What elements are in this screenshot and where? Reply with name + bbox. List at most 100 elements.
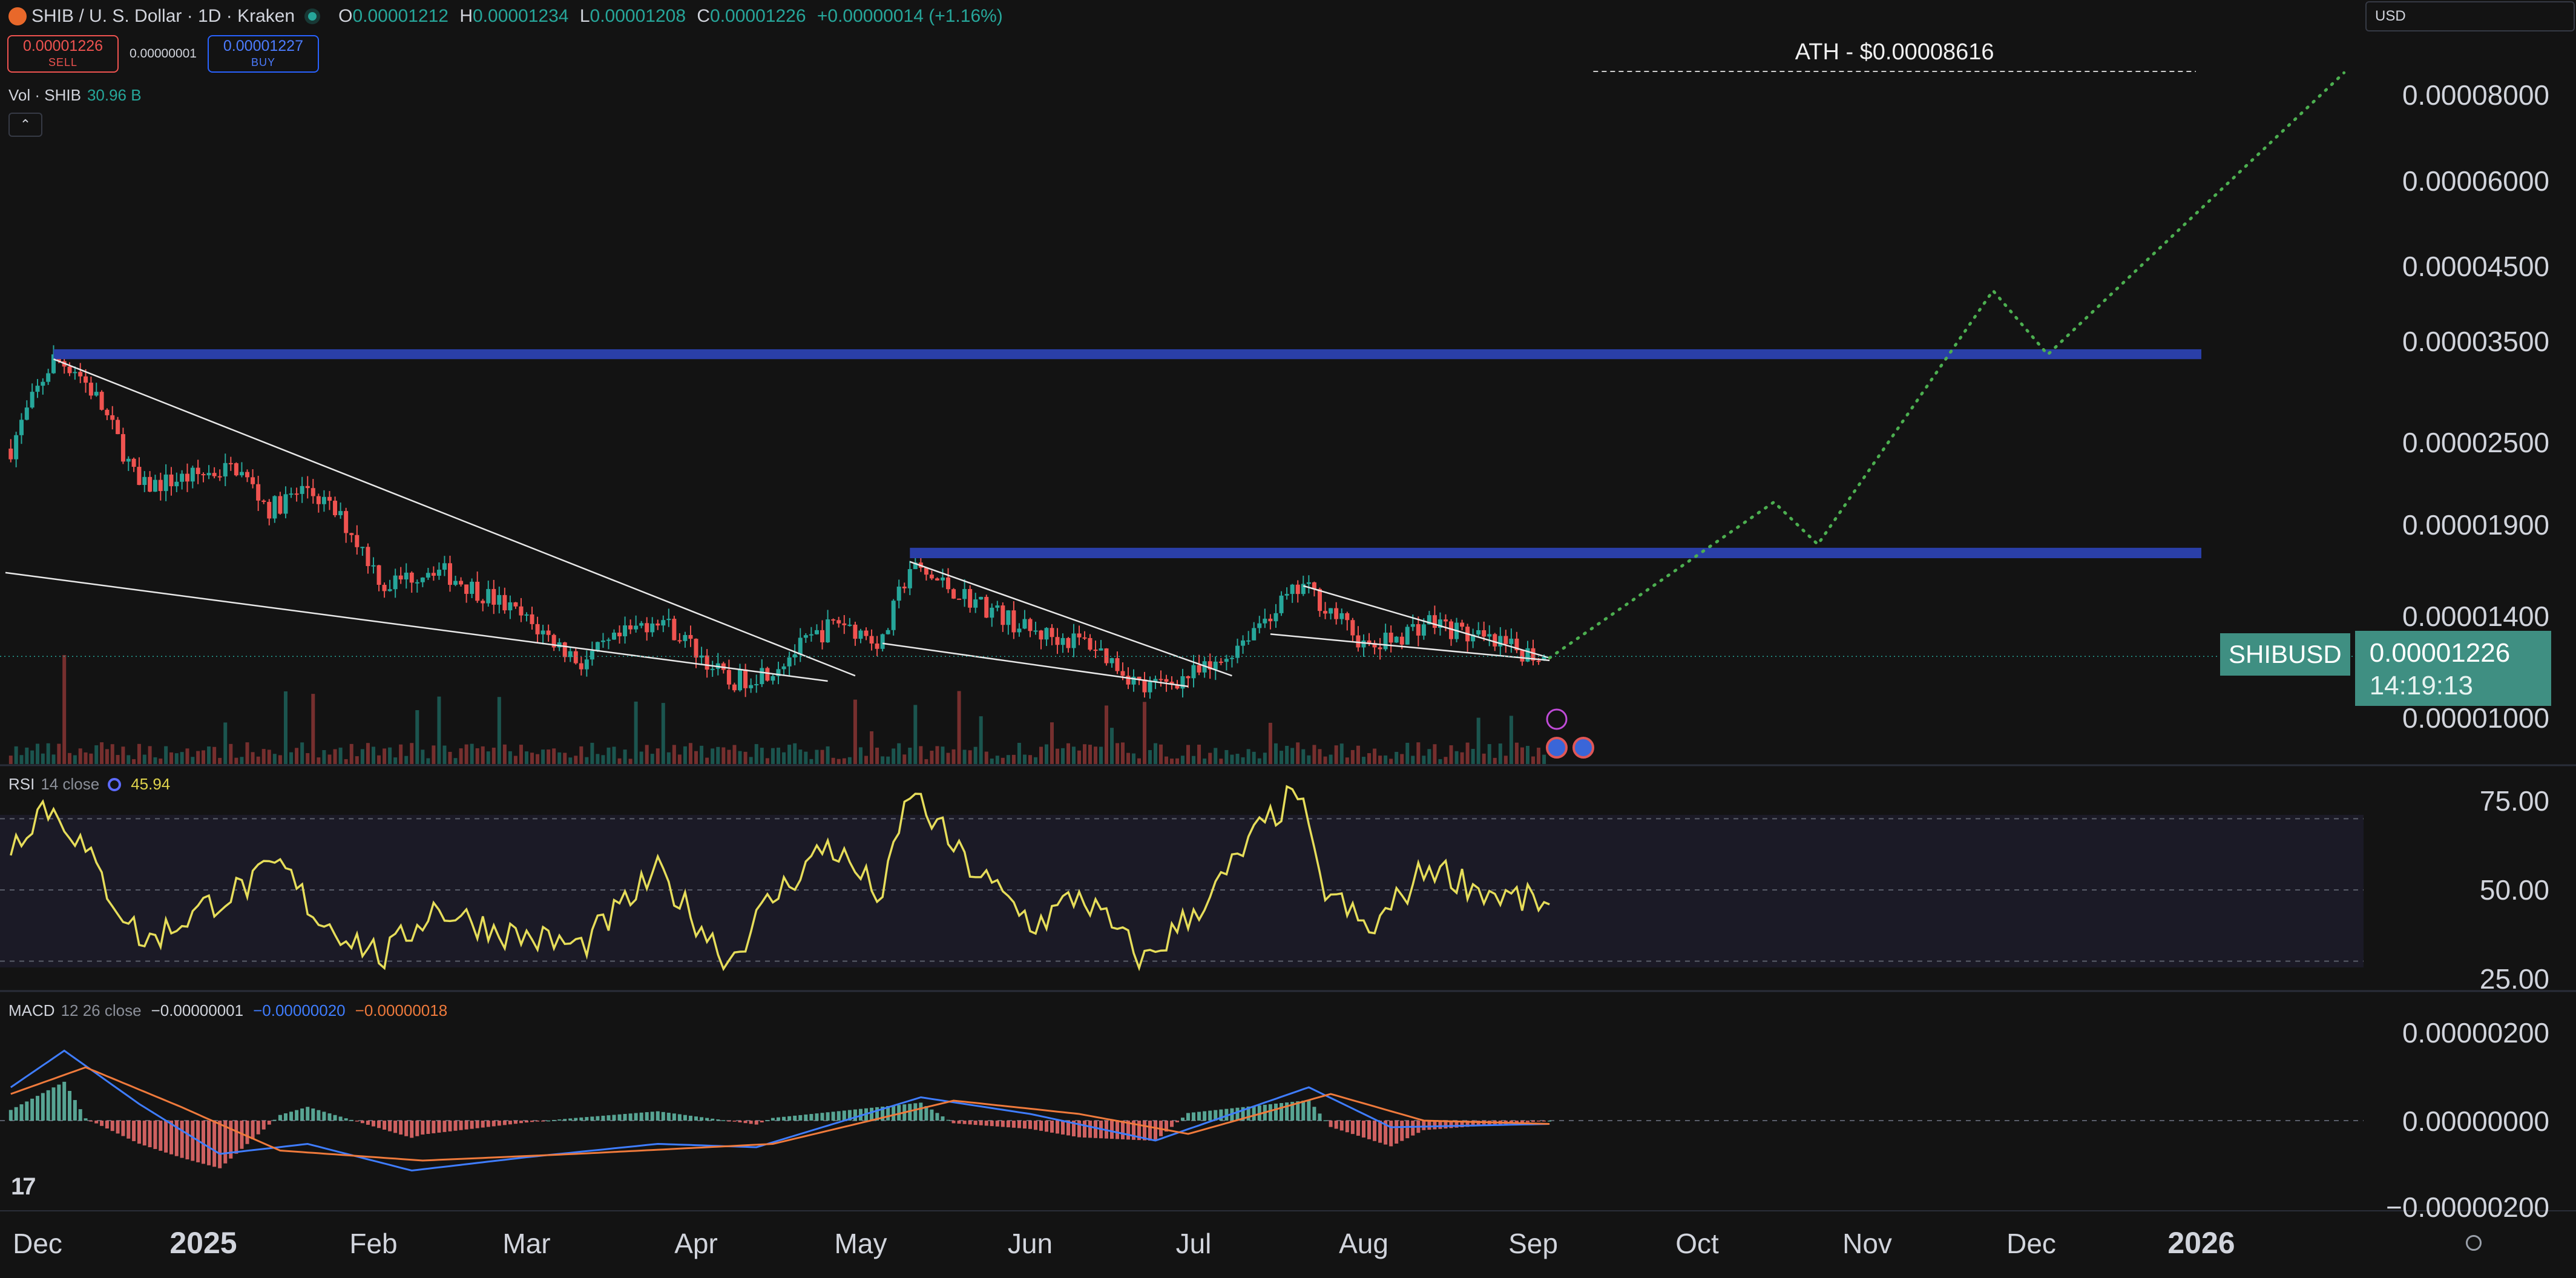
candle-body bbox=[382, 585, 387, 591]
volume-bar bbox=[864, 756, 869, 764]
macd-hist-bar bbox=[1252, 1105, 1256, 1121]
collapse-legend-button[interactable]: ⌃ bbox=[8, 113, 42, 137]
macd-hist-bar bbox=[327, 1113, 332, 1121]
candle-body bbox=[694, 639, 698, 658]
buy-button[interactable]: 0.00001227 BUY bbox=[207, 35, 319, 73]
candle-body bbox=[1350, 620, 1355, 636]
candle-body bbox=[1169, 682, 1174, 685]
macd-hist-bar bbox=[793, 1115, 797, 1121]
candle-body bbox=[666, 619, 671, 621]
volume-bar bbox=[1017, 743, 1021, 764]
refresh-icon[interactable] bbox=[108, 778, 122, 791]
volume-bar bbox=[218, 757, 222, 764]
volume-bar bbox=[283, 691, 288, 764]
macd-hist-bar bbox=[1175, 1121, 1179, 1122]
macd-hist-bar bbox=[777, 1117, 780, 1121]
volume-bar bbox=[1011, 754, 1016, 764]
candle-body bbox=[1224, 659, 1229, 662]
volume-bar bbox=[491, 748, 496, 764]
symbol-title[interactable]: SHIB / U. S. Dollar · 1D · Kraken bbox=[31, 6, 295, 26]
macd-hist-bar bbox=[470, 1121, 474, 1129]
candle-body bbox=[765, 668, 770, 681]
volume-bar bbox=[831, 757, 835, 764]
macd-hist-bar bbox=[727, 1121, 731, 1122]
candle-body bbox=[853, 624, 858, 639]
volume-bar bbox=[240, 757, 244, 764]
volume-bar bbox=[410, 743, 414, 764]
macd-hist-bar bbox=[240, 1121, 244, 1149]
volume-legend[interactable]: Vol · SHIB 30.96 B bbox=[8, 86, 142, 105]
macd-hist-bar bbox=[272, 1119, 277, 1121]
candle-body bbox=[1241, 640, 1246, 646]
time-axis-label: Nov bbox=[1842, 1228, 1892, 1259]
candle-body bbox=[470, 581, 475, 594]
tradingview-logo[interactable]: 17 bbox=[11, 1173, 36, 1200]
macd-hist-bar bbox=[1197, 1112, 1201, 1121]
volume-bar bbox=[1323, 756, 1327, 764]
candle-body bbox=[1471, 634, 1476, 642]
candle-body bbox=[562, 642, 567, 657]
volume-bar bbox=[1362, 757, 1365, 764]
candle-body bbox=[864, 630, 869, 636]
candle-body bbox=[327, 496, 332, 501]
candle-body bbox=[19, 420, 24, 435]
candle-body bbox=[163, 474, 168, 492]
volume-bar bbox=[46, 743, 50, 764]
volume-bar bbox=[683, 746, 687, 764]
candle-body bbox=[110, 415, 115, 420]
macd-hist-bar bbox=[502, 1121, 507, 1125]
macd-hist-bar bbox=[672, 1113, 676, 1121]
candle-body bbox=[962, 588, 967, 599]
candle-body bbox=[1443, 619, 1448, 622]
rsi-value: 45.94 bbox=[131, 775, 171, 793]
rsi-legend[interactable]: RSI 14 close 45.94 bbox=[8, 775, 170, 794]
candle-body bbox=[431, 573, 436, 576]
volume-bar bbox=[1197, 745, 1201, 764]
macd-hist-bar bbox=[1395, 1121, 1399, 1144]
macd-hist-bar bbox=[853, 1109, 857, 1121]
candle-body bbox=[1060, 637, 1065, 645]
macd-hist-bar bbox=[1514, 1121, 1519, 1124]
volume-bar bbox=[475, 748, 479, 764]
settings-icon[interactable] bbox=[2466, 1235, 2482, 1251]
volume-bar bbox=[666, 752, 671, 764]
macd-hist-bar bbox=[995, 1121, 999, 1127]
volume-bar bbox=[1056, 748, 1059, 764]
candle-body bbox=[858, 630, 863, 639]
volume-bar bbox=[1072, 746, 1076, 764]
candle-body bbox=[913, 562, 918, 570]
volume-bar bbox=[89, 753, 93, 764]
volume-bar bbox=[536, 754, 540, 764]
macd-hist-bar bbox=[8, 1110, 13, 1121]
currency-select[interactable]: USD bbox=[2365, 1, 2575, 31]
macd-hist-bar bbox=[229, 1121, 233, 1159]
volume-bar bbox=[415, 710, 419, 764]
ohlc-high-key: H bbox=[459, 6, 473, 26]
macd-hist-bar bbox=[650, 1112, 654, 1121]
macd-hist-bar bbox=[1143, 1121, 1146, 1141]
candle-body bbox=[206, 473, 211, 476]
volume-bar bbox=[525, 751, 528, 764]
resistance-zone bbox=[53, 349, 2202, 360]
volume-bar bbox=[1301, 749, 1306, 764]
candle-body bbox=[300, 486, 304, 494]
volume-bar bbox=[541, 749, 545, 764]
candle-body bbox=[628, 625, 633, 630]
macd-hist-bar bbox=[508, 1121, 512, 1125]
candle-body bbox=[1180, 676, 1185, 689]
sell-button[interactable]: 0.00001226 SELL bbox=[7, 35, 119, 73]
candle-body bbox=[1022, 619, 1027, 629]
macd-axis-label: 0.00000000 bbox=[2402, 1105, 2549, 1137]
macd-legend[interactable]: MACD 12 26 close −0.00000001 −0.00000020 −0.… bbox=[8, 1001, 447, 1020]
candle-body bbox=[261, 500, 266, 502]
macd-hist-bar bbox=[202, 1121, 205, 1164]
volume-bar bbox=[202, 750, 205, 764]
candle-body bbox=[158, 479, 163, 492]
volume-bar bbox=[1252, 751, 1256, 764]
macd-hist-bar bbox=[1241, 1107, 1245, 1121]
macd-hist-bar bbox=[1028, 1121, 1032, 1129]
volume-bar bbox=[1411, 756, 1415, 764]
volume-bar bbox=[1433, 744, 1437, 764]
macd-hist-bar bbox=[1132, 1121, 1135, 1140]
